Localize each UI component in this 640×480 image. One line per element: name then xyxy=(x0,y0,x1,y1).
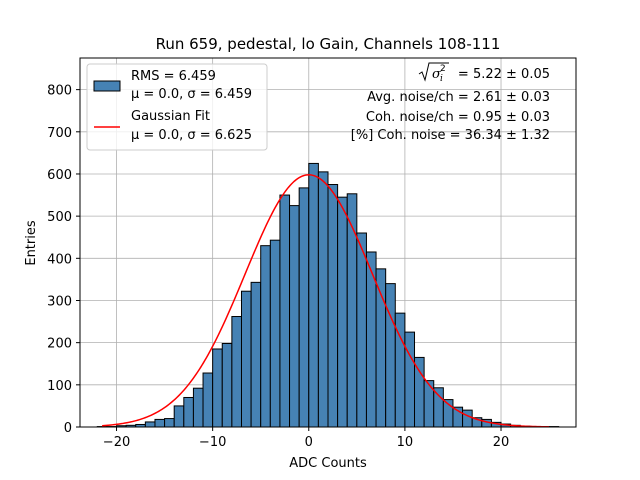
legend-histogram-label: RMS = 6.459 xyxy=(131,69,216,84)
svg-text:2: 2 xyxy=(440,64,446,74)
x-tick-label: 10 xyxy=(397,435,414,450)
histogram-bar xyxy=(183,396,194,428)
coh-noise-annotation: Coh. noise/ch = 0.95 ± 0.03 xyxy=(366,110,550,125)
histogram-bar xyxy=(250,281,262,428)
histogram-bar xyxy=(462,409,473,428)
y-tick-label: 600 xyxy=(47,168,72,183)
x-axis-ticks: −20 −10 0 10 20 xyxy=(103,427,509,450)
y-tick-label: 0 xyxy=(64,421,72,436)
svg-text:i: i xyxy=(440,74,443,84)
histogram-bar xyxy=(260,245,271,428)
histogram-bar xyxy=(414,356,425,428)
y-axis-ticks: 0 100 200 300 400 500 600 700 800 xyxy=(47,84,80,436)
x-axis-label: ADC Counts xyxy=(289,456,367,471)
histogram-bar xyxy=(317,171,329,428)
y-tick-label: 200 xyxy=(47,337,72,352)
gaussian-fit-curve xyxy=(102,174,550,428)
legend-fit-label: Gaussian Fit xyxy=(131,109,210,124)
histogram-bar xyxy=(240,290,252,428)
y-tick-label: 400 xyxy=(47,252,72,267)
legend-histogram-swatch xyxy=(93,80,121,92)
x-tick-label: 0 xyxy=(305,435,313,450)
avg-noise-annotation: Avg. noise/ch = 2.61 ± 0.03 xyxy=(367,90,550,105)
histogram-bar xyxy=(202,372,214,428)
x-tick-label: 20 xyxy=(493,435,510,450)
legend-box xyxy=(86,63,268,151)
histogram-bar xyxy=(164,418,175,428)
x-tick-label: −20 xyxy=(103,435,130,450)
legend-histogram-sublabel: μ = 0.0, σ = 6.459 xyxy=(131,87,252,102)
sigma-i-value: = 5.22 ± 0.05 xyxy=(458,67,550,82)
histogram-bar xyxy=(308,162,319,428)
histogram-bar xyxy=(221,343,233,428)
svg-text:σ: σ xyxy=(432,67,442,82)
gaussian-fit-line xyxy=(102,174,550,428)
histogram-bar xyxy=(279,194,291,428)
plot-frame xyxy=(79,57,577,428)
y-tick-label: 500 xyxy=(47,210,72,225)
y-tick-label: 300 xyxy=(47,294,72,309)
histogram-bar xyxy=(173,405,185,428)
noise-stats: σ i 2 = 5.22 ± 0.05 Avg. noise/ch = 2.61… xyxy=(351,62,550,143)
x-tick-label: −10 xyxy=(199,435,226,450)
histogram-bar xyxy=(269,239,281,428)
histogram-bar xyxy=(337,196,348,428)
y-tick-label: 700 xyxy=(47,126,72,141)
histogram-bar xyxy=(154,418,166,428)
legend-fit-sublabel: μ = 0.0, σ = 6.625 xyxy=(131,128,252,143)
histogram-bar xyxy=(433,387,444,428)
y-tick-label: 100 xyxy=(47,379,72,394)
histogram-bar xyxy=(289,205,300,428)
pct-coh-noise-annotation: [%] Coh. noise = 36.34 ± 1.32 xyxy=(351,128,550,143)
histogram-bar xyxy=(298,187,310,428)
histogram-bar xyxy=(212,348,223,428)
histogram-bar xyxy=(144,421,156,428)
histogram-bar xyxy=(231,316,242,428)
chart-title: Run 659, pedestal, lo Gain, Channels 108… xyxy=(156,35,501,53)
histogram-bar xyxy=(356,232,367,428)
sigma-i-symbol: σ i 2 xyxy=(418,62,449,84)
histogram-bar xyxy=(385,283,396,428)
histogram-bar xyxy=(346,193,358,428)
histogram-bar xyxy=(192,387,204,428)
histogram-bar xyxy=(404,331,416,428)
y-axis-label: Entries xyxy=(24,220,39,266)
y-tick-label: 800 xyxy=(47,84,72,99)
legend: RMS = 6.459 μ = 0.0, σ = 6.459 Gaussian … xyxy=(86,63,268,151)
histogram-bar xyxy=(327,184,339,428)
